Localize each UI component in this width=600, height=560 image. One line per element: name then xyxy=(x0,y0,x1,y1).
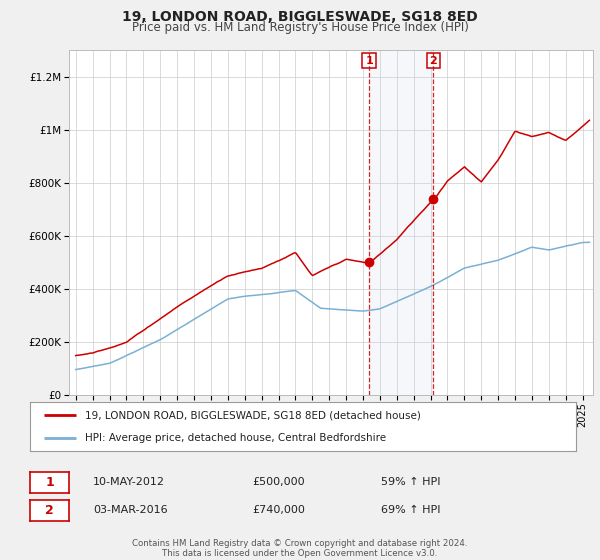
Text: £500,000: £500,000 xyxy=(252,477,305,487)
Text: 69% ↑ HPI: 69% ↑ HPI xyxy=(381,505,440,515)
Text: 19, LONDON ROAD, BIGGLESWADE, SG18 8ED: 19, LONDON ROAD, BIGGLESWADE, SG18 8ED xyxy=(122,10,478,24)
Text: 03-MAR-2016: 03-MAR-2016 xyxy=(93,505,167,515)
Text: £740,000: £740,000 xyxy=(252,505,305,515)
Text: 10-MAY-2012: 10-MAY-2012 xyxy=(93,477,165,487)
Text: 2: 2 xyxy=(430,55,437,66)
Text: Contains HM Land Registry data © Crown copyright and database right 2024.: Contains HM Land Registry data © Crown c… xyxy=(132,539,468,548)
Text: 1: 1 xyxy=(45,475,54,489)
Text: This data is licensed under the Open Government Licence v3.0.: This data is licensed under the Open Gov… xyxy=(163,549,437,558)
Text: 19, LONDON ROAD, BIGGLESWADE, SG18 8ED (detached house): 19, LONDON ROAD, BIGGLESWADE, SG18 8ED (… xyxy=(85,410,421,421)
Text: 2: 2 xyxy=(45,503,54,517)
Text: HPI: Average price, detached house, Central Bedfordshire: HPI: Average price, detached house, Cent… xyxy=(85,433,386,444)
Text: Price paid vs. HM Land Registry's House Price Index (HPI): Price paid vs. HM Land Registry's House … xyxy=(131,21,469,34)
Text: 1: 1 xyxy=(365,55,373,66)
Bar xyxy=(369,50,433,395)
Text: 59% ↑ HPI: 59% ↑ HPI xyxy=(381,477,440,487)
